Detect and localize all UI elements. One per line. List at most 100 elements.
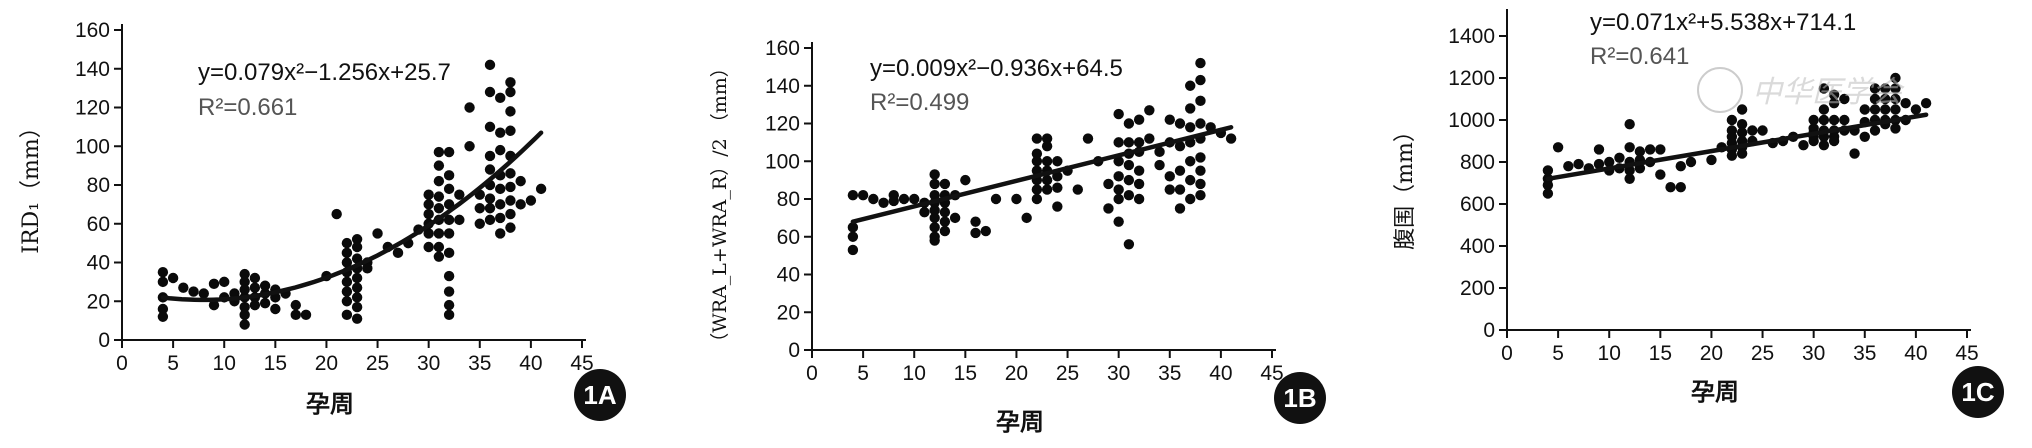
x-tick-label: 5 — [1552, 342, 1564, 365]
data-point — [1624, 165, 1635, 176]
y-tick-label: 20 — [87, 290, 110, 313]
chart-1c: 0 200 400 600 800 1000 1200 1400 0 5 10 15 20 25 30 35 4… — [1393, 9, 2004, 418]
data-point — [1195, 165, 1206, 176]
data-point — [1880, 93, 1891, 105]
panel-badge — [574, 369, 626, 421]
data-point — [443, 183, 455, 195]
data-point — [290, 299, 301, 311]
data-point — [929, 190, 940, 201]
data-point — [351, 301, 363, 313]
data-point — [433, 146, 445, 158]
data-point — [1195, 118, 1206, 129]
data-point — [1624, 173, 1635, 184]
data-point — [331, 208, 342, 220]
y-tick-label: 80 — [777, 188, 800, 211]
y-tick-label: 1400 — [1448, 25, 1495, 48]
y-tick-label: 100 — [75, 135, 110, 158]
data-point — [898, 193, 910, 205]
data-point — [239, 284, 250, 295]
data-point — [1052, 182, 1063, 193]
x-tick-label: 10 — [1598, 342, 1621, 365]
y-tick-label: 80 — [87, 174, 110, 197]
data-point — [1890, 104, 1901, 115]
data-point — [1890, 123, 1901, 134]
panel-badge-label: 1A — [583, 380, 616, 410]
data-point — [1031, 133, 1043, 144]
x-tick-label: 15 — [1649, 342, 1672, 365]
data-point — [239, 309, 250, 321]
data-point — [929, 205, 940, 216]
data-point — [929, 212, 940, 224]
r-squared: R²=0.661 — [198, 94, 297, 121]
data-point — [1174, 118, 1186, 129]
data-point — [433, 175, 445, 187]
data-point — [1808, 135, 1819, 147]
data-point — [505, 168, 516, 179]
data-point — [515, 199, 526, 210]
x-tick-label: 45 — [1260, 362, 1283, 385]
data-point — [857, 190, 869, 201]
data-point — [1665, 182, 1676, 193]
data-point — [1133, 178, 1145, 190]
data-point — [1113, 216, 1124, 227]
data-point — [219, 276, 230, 288]
data-point — [1011, 193, 1022, 205]
fit-equation: y=0.079x²−1.256x+25.7 — [198, 59, 451, 86]
x-tick-label: 15 — [954, 362, 977, 385]
data-point — [960, 174, 971, 186]
y-tick-label: 800 — [1460, 151, 1495, 174]
data-point — [1041, 184, 1053, 195]
data-point — [423, 189, 434, 200]
data-point — [1910, 104, 1922, 115]
data-point — [1144, 105, 1155, 116]
panel-badge — [1952, 366, 2004, 418]
data-point — [1123, 174, 1135, 186]
data-point — [1041, 174, 1053, 186]
data-point — [474, 218, 485, 229]
y-tick-label: 140 — [75, 58, 110, 81]
data-point — [1195, 152, 1206, 163]
data-point — [868, 193, 879, 205]
data-point — [157, 311, 169, 322]
data-point — [423, 208, 434, 220]
x-tick-label: 35 — [1158, 362, 1181, 385]
data-point — [1808, 114, 1819, 126]
data-point — [1185, 193, 1196, 205]
data-point — [1113, 137, 1124, 148]
data-point — [1123, 137, 1135, 148]
data-point — [208, 299, 220, 311]
x-tick-label: 35 — [468, 352, 491, 375]
x-tick-label: 0 — [116, 352, 128, 375]
data-point — [1154, 159, 1165, 171]
data-point — [1195, 74, 1206, 86]
data-point — [249, 272, 261, 284]
data-point — [300, 309, 312, 321]
data-point — [1164, 114, 1175, 125]
data-point — [433, 251, 445, 262]
data-point — [939, 216, 951, 227]
data-point — [1604, 156, 1615, 168]
x-tick-label: 10 — [213, 352, 236, 375]
r-squared: R²=0.641 — [1590, 43, 1689, 70]
data-point — [249, 299, 261, 311]
data-point — [341, 276, 353, 288]
data-point — [505, 181, 516, 193]
data-point — [929, 178, 940, 190]
data-point — [1113, 184, 1124, 195]
x-tick-label: 20 — [1005, 362, 1028, 385]
data-point — [1542, 165, 1554, 176]
fit-line — [1545, 112, 1929, 182]
data-point — [1828, 98, 1840, 109]
data-point — [505, 222, 516, 233]
data-point — [270, 303, 281, 315]
x-axis-title: 孕周 — [1691, 377, 1739, 406]
data-point — [495, 199, 506, 210]
data-point — [341, 296, 353, 307]
y-tick-label: 1200 — [1448, 67, 1495, 90]
x-tick-label: 5 — [857, 362, 869, 385]
panel-badge-label: 1B — [1283, 383, 1316, 413]
data-point — [454, 214, 465, 226]
data-point — [464, 102, 475, 113]
x-tick-label: 10 — [903, 362, 926, 385]
r-squared: R²=0.499 — [870, 89, 969, 116]
